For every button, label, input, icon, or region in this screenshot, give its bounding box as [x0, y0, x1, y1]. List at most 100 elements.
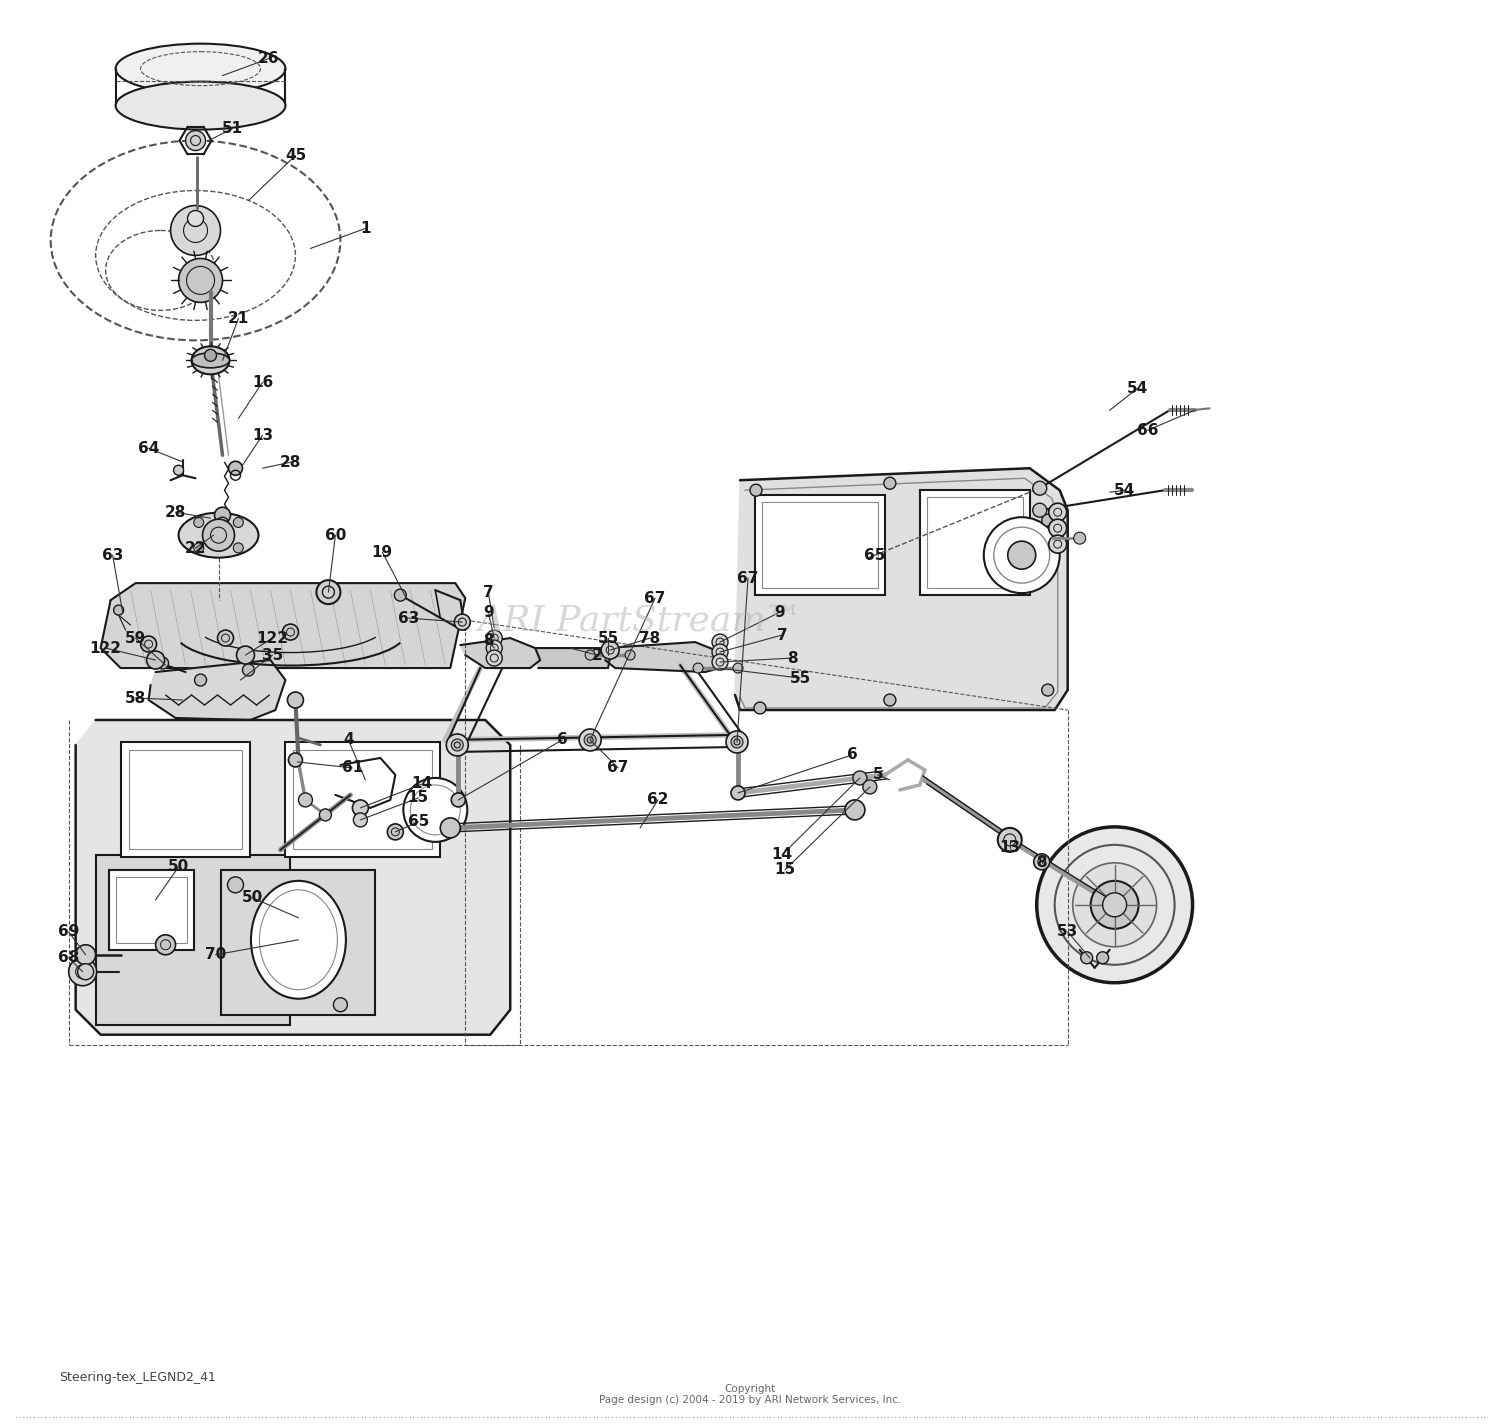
Text: 55: 55	[789, 671, 810, 685]
Circle shape	[354, 813, 368, 826]
Circle shape	[1096, 952, 1108, 963]
Ellipse shape	[192, 347, 230, 374]
Text: 7: 7	[777, 628, 788, 642]
Text: 2: 2	[592, 648, 603, 662]
Circle shape	[114, 605, 123, 615]
Circle shape	[844, 801, 865, 821]
Text: 35: 35	[262, 648, 284, 662]
Circle shape	[217, 631, 234, 646]
Text: 14: 14	[771, 848, 792, 862]
Circle shape	[204, 350, 216, 361]
Bar	[762, 502, 878, 588]
Circle shape	[282, 624, 298, 641]
Circle shape	[998, 828, 1022, 852]
Circle shape	[147, 651, 165, 669]
Circle shape	[1048, 504, 1066, 521]
Bar	[920, 491, 1029, 595]
Text: 6: 6	[846, 748, 858, 762]
Circle shape	[352, 801, 369, 816]
Circle shape	[174, 465, 183, 475]
Text: 28: 28	[280, 455, 302, 469]
Bar	[927, 497, 1023, 588]
Text: 53: 53	[1058, 925, 1078, 939]
Text: 8: 8	[483, 632, 494, 648]
Text: 60: 60	[324, 528, 346, 542]
Circle shape	[1074, 532, 1086, 544]
Circle shape	[234, 518, 243, 528]
Text: 67: 67	[645, 591, 666, 605]
Text: 8: 8	[1036, 855, 1047, 870]
Text: 54: 54	[1114, 482, 1136, 498]
Text: 67: 67	[608, 761, 628, 775]
Circle shape	[228, 876, 243, 893]
Bar	[116, 876, 186, 943]
Circle shape	[584, 733, 596, 746]
Ellipse shape	[251, 880, 346, 999]
Text: Steering-tex_LEGND2_41: Steering-tex_LEGND2_41	[58, 1371, 216, 1384]
Circle shape	[730, 786, 746, 801]
Circle shape	[234, 542, 243, 552]
Text: 22: 22	[184, 541, 207, 555]
Text: Copyright
Page design (c) 2004 - 2019 by ARI Network Services, Inc.: Copyright Page design (c) 2004 - 2019 by…	[598, 1384, 902, 1406]
Text: 66: 66	[1137, 422, 1158, 438]
Circle shape	[288, 692, 303, 708]
Circle shape	[78, 963, 93, 980]
Polygon shape	[336, 758, 396, 808]
Text: 14: 14	[413, 776, 434, 792]
Text: 21: 21	[228, 311, 249, 325]
Text: 13: 13	[999, 841, 1020, 855]
Text: 13: 13	[252, 428, 273, 442]
Bar	[108, 870, 194, 950]
Circle shape	[1036, 826, 1193, 983]
Text: 45: 45	[285, 148, 306, 163]
Bar	[294, 751, 432, 849]
Circle shape	[1041, 684, 1053, 696]
Text: 65: 65	[408, 815, 429, 829]
Circle shape	[754, 702, 766, 714]
Circle shape	[316, 581, 340, 604]
Circle shape	[712, 654, 728, 671]
Polygon shape	[536, 648, 610, 668]
Circle shape	[404, 778, 468, 842]
Circle shape	[186, 130, 206, 150]
Circle shape	[726, 731, 748, 753]
Text: 67: 67	[738, 571, 759, 585]
Text: 50: 50	[168, 859, 189, 875]
Circle shape	[171, 205, 220, 255]
Circle shape	[602, 641, 619, 659]
Circle shape	[884, 477, 896, 489]
Bar	[754, 495, 885, 595]
Circle shape	[156, 935, 176, 955]
Circle shape	[320, 809, 332, 821]
Circle shape	[69, 958, 96, 986]
Ellipse shape	[192, 352, 230, 368]
Text: 63: 63	[102, 548, 123, 562]
Circle shape	[237, 646, 255, 664]
Circle shape	[333, 997, 348, 1012]
Text: 65: 65	[864, 548, 885, 562]
Circle shape	[1090, 880, 1138, 929]
Text: 63: 63	[398, 611, 418, 625]
Text: 54: 54	[1126, 381, 1148, 395]
Text: 55: 55	[597, 631, 619, 645]
Text: 16: 16	[252, 375, 273, 390]
Text: 70: 70	[206, 948, 226, 962]
Text: 9: 9	[774, 605, 786, 619]
Circle shape	[298, 793, 312, 806]
Circle shape	[712, 634, 728, 651]
Circle shape	[734, 664, 742, 674]
Circle shape	[447, 733, 468, 756]
Circle shape	[454, 614, 471, 631]
Text: 8: 8	[786, 651, 798, 665]
Text: 58: 58	[124, 691, 146, 705]
Circle shape	[1080, 952, 1092, 963]
Circle shape	[156, 656, 168, 669]
Circle shape	[195, 674, 207, 686]
Circle shape	[441, 818, 460, 838]
Text: 15: 15	[774, 862, 795, 878]
Circle shape	[579, 729, 602, 751]
Circle shape	[194, 518, 204, 528]
Circle shape	[452, 739, 464, 751]
Circle shape	[1072, 863, 1156, 946]
Circle shape	[862, 781, 877, 793]
